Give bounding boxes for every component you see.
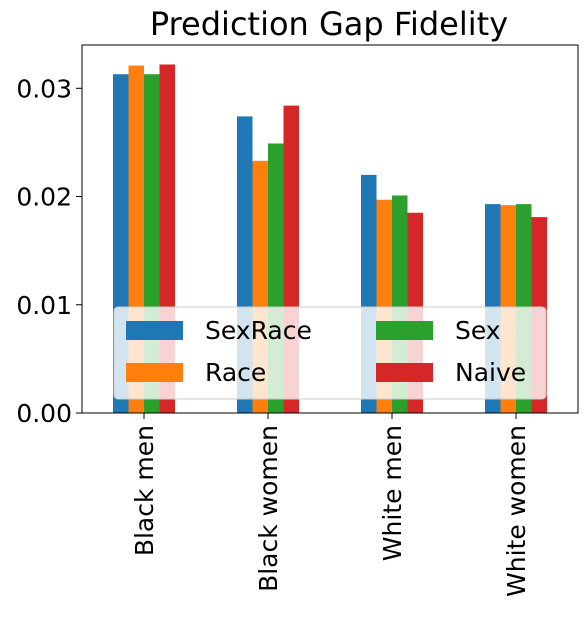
legend-label-race: Race: [205, 358, 266, 387]
legend-swatch-race: [126, 363, 183, 382]
x-tick-label: Black women: [254, 425, 283, 592]
y-tick-label: 0.00: [16, 399, 72, 428]
legend-swatch-naive: [376, 363, 433, 382]
chart-title: Prediction Gap Fidelity: [150, 5, 508, 43]
legend-box: [113, 306, 547, 400]
legend-label-sex: Sex: [455, 316, 501, 345]
y-axis: 0.00 0.01 0.02 0.03: [16, 74, 82, 428]
legend-label-naive: Naive: [455, 358, 526, 387]
x-tick-label: White women: [502, 425, 531, 597]
x-tick-label: White men: [378, 425, 407, 561]
y-tick-label: 0.01: [16, 291, 72, 320]
y-tick-label: 0.02: [16, 183, 72, 212]
legend-swatch-sex: [376, 321, 433, 340]
legend-swatch-sexrace: [126, 321, 183, 340]
legend: SexRace Race Sex Naive: [113, 306, 547, 400]
x-axis: Black men Black women White men White women: [130, 413, 531, 597]
legend-label-sexrace: SexRace: [205, 316, 312, 345]
x-tick-label: Black men: [130, 425, 159, 556]
y-tick-label: 0.03: [16, 74, 72, 103]
plot-frame: [81, 44, 579, 414]
